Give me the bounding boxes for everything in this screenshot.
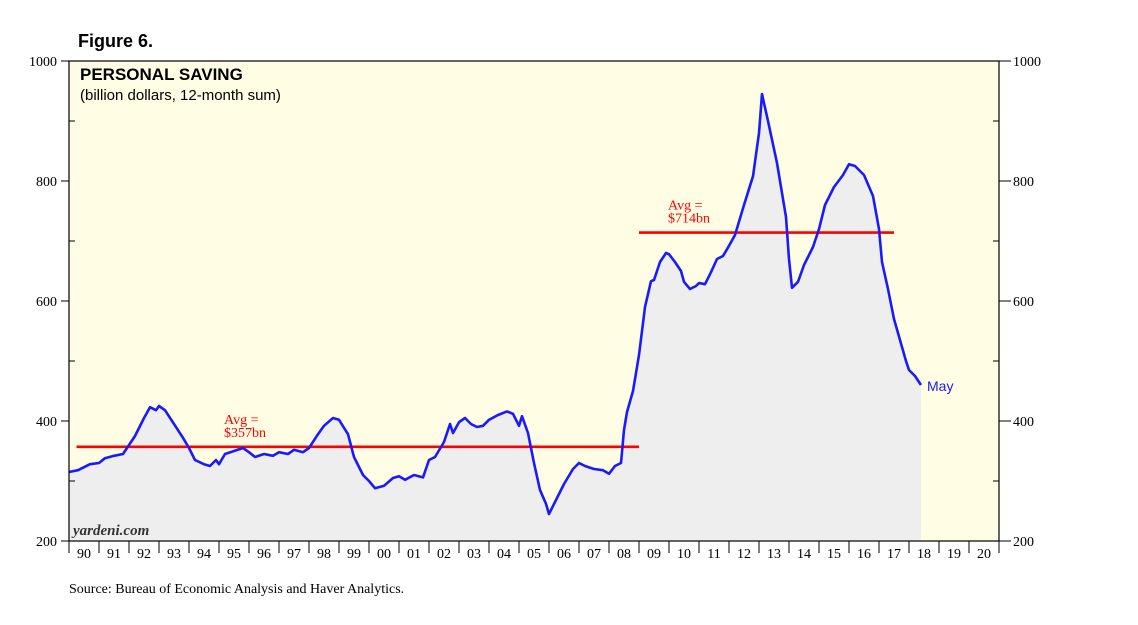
series-line bbox=[68, 92, 923, 516]
x-tick-label: 13 bbox=[767, 547, 781, 562]
x-tick-label: 07 bbox=[587, 547, 601, 562]
x-tick-label: 93 bbox=[167, 547, 181, 562]
x-tick-label: 97 bbox=[287, 547, 301, 562]
y-tick-label-left: 600 bbox=[36, 295, 57, 310]
watermark: yardeni.com bbox=[71, 523, 149, 539]
series-layer: May bbox=[68, 92, 953, 516]
x-tick-label: 20 bbox=[977, 547, 991, 562]
x-tick-label: 91 bbox=[107, 547, 121, 562]
x-tick-label: 05 bbox=[527, 547, 541, 562]
x-tick-label: 10 bbox=[677, 547, 691, 562]
chart-title: PERSONAL SAVING bbox=[80, 65, 243, 84]
x-tick-label: 98 bbox=[317, 547, 331, 562]
y-tick-label-right: 400 bbox=[1013, 415, 1034, 430]
y-tick-label-right: 800 bbox=[1013, 175, 1034, 190]
x-tick-label: 14 bbox=[797, 547, 811, 562]
y-tick-label-right: 200 bbox=[1013, 535, 1034, 550]
x-tick-label: 12 bbox=[737, 547, 751, 562]
average-label-line1: Avg = bbox=[668, 199, 703, 214]
x-tick-label: 96 bbox=[257, 547, 271, 562]
x-tick-label: 06 bbox=[557, 547, 571, 562]
area-layer bbox=[69, 94, 921, 541]
x-tick-label: 09 bbox=[647, 547, 661, 562]
average-label-line2: $714bn bbox=[668, 212, 710, 227]
y-tick-label-left: 400 bbox=[36, 415, 57, 430]
y-tick-label-left: 200 bbox=[36, 535, 57, 550]
y-tick-label-right: 1000 bbox=[1013, 55, 1041, 70]
average-label-line2: $357bn bbox=[224, 426, 266, 441]
y-tick-label-left: 1000 bbox=[29, 55, 57, 70]
x-tick-label: 92 bbox=[137, 547, 151, 562]
x-tick-label: 95 bbox=[227, 547, 241, 562]
x-tick-label: 18 bbox=[917, 547, 931, 562]
chart-subtitle: (billion dollars, 12-month sum) bbox=[80, 87, 281, 104]
series-area bbox=[69, 94, 921, 541]
x-tick-label: 90 bbox=[77, 547, 91, 562]
x-tick-label: 11 bbox=[707, 547, 720, 562]
x-tick-label: 15 bbox=[827, 547, 841, 562]
x-tick-label: 04 bbox=[497, 547, 511, 562]
figure-label: Figure 6. bbox=[78, 31, 154, 51]
series-end-label: May bbox=[927, 378, 953, 394]
x-tick-label: 19 bbox=[947, 547, 961, 562]
x-tick-label: 01 bbox=[407, 547, 421, 562]
average-label-line1: Avg = bbox=[224, 413, 259, 428]
y-tick-label-left: 800 bbox=[36, 175, 57, 190]
x-tick-label: 17 bbox=[887, 547, 901, 562]
x-tick-label: 94 bbox=[197, 547, 211, 562]
x-tick-label: 03 bbox=[467, 547, 481, 562]
source-note: Source: Bureau of Economic Analysis and … bbox=[69, 582, 405, 597]
x-tick-label: 02 bbox=[437, 547, 451, 562]
x-tick-label: 00 bbox=[377, 547, 391, 562]
x-tick-label: 16 bbox=[857, 547, 871, 562]
x-tick-label: 08 bbox=[617, 547, 631, 562]
x-tick-label: 99 bbox=[347, 547, 361, 562]
y-tick-label-right: 600 bbox=[1013, 295, 1034, 310]
